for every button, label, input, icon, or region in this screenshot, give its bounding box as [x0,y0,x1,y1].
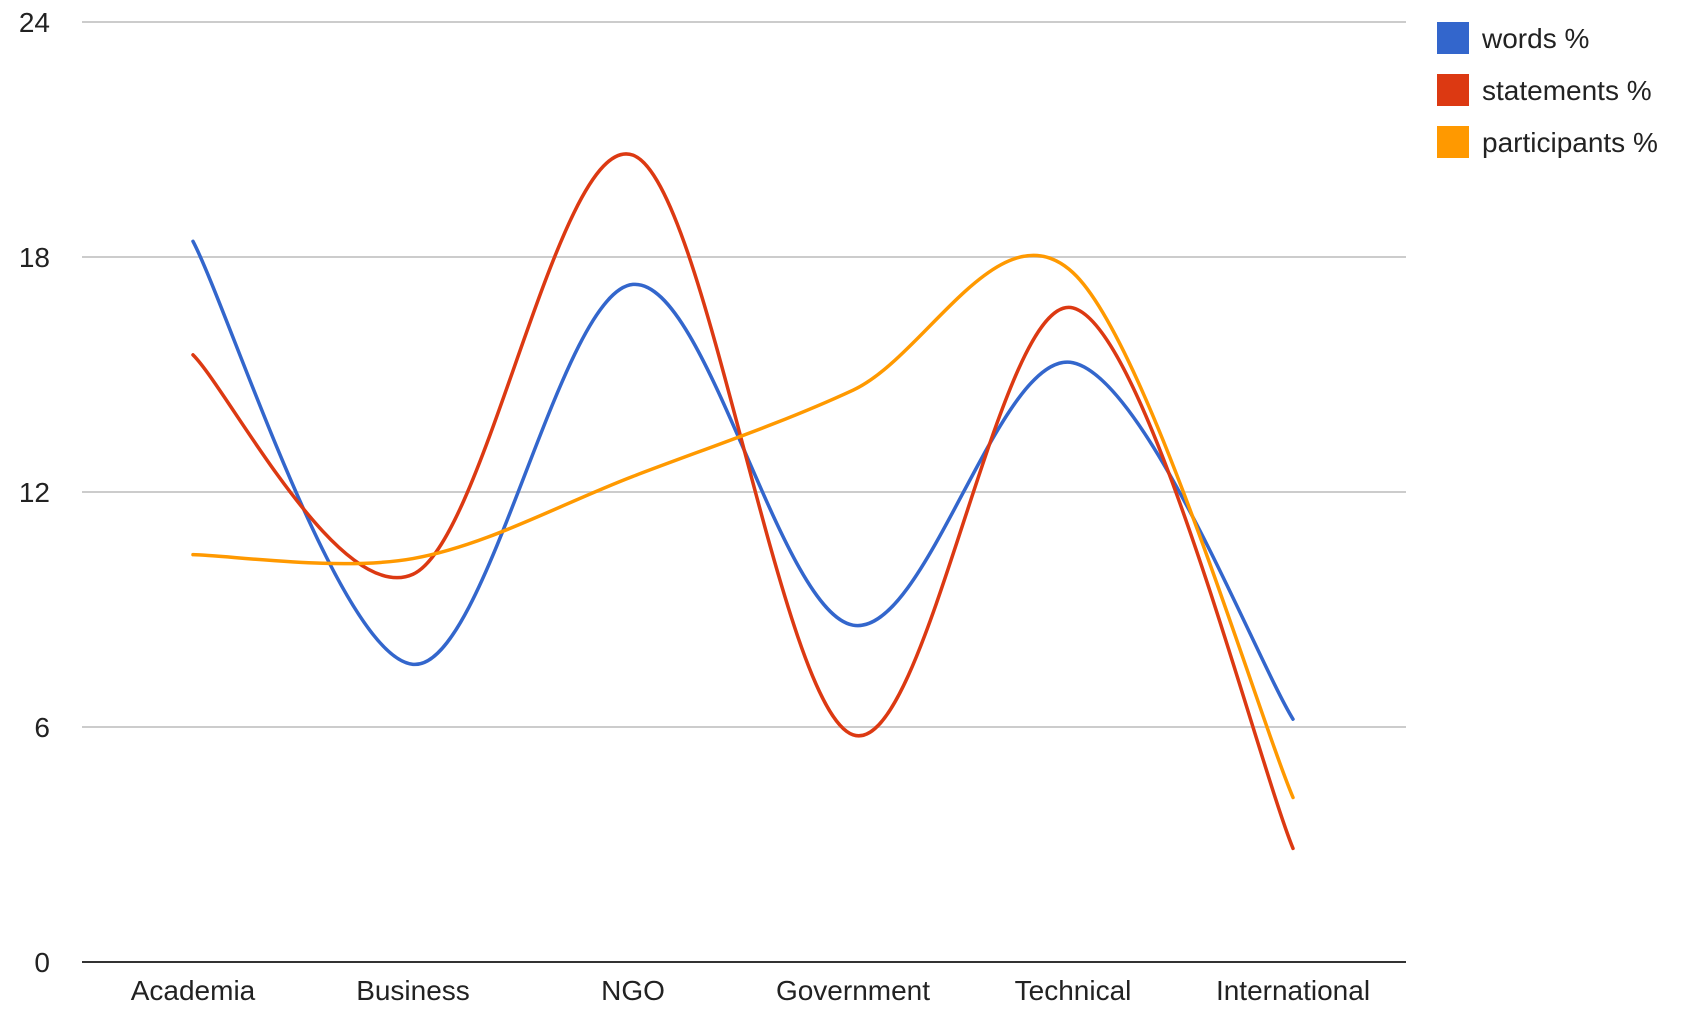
x-axis-ticks: Academia Business NGO Government Technical In… [131,975,1370,1006]
legend-swatch [1437,126,1469,158]
y-axis-ticks: 0 6 12 18 24 [19,7,50,978]
x-tick-label: Technical [1015,975,1132,1006]
y-tick-label: 18 [19,242,50,273]
legend-label: words % [1481,23,1589,54]
series-line-0 [191,239,1295,721]
legend-swatch [1437,22,1469,54]
x-tick-label: Business [356,975,470,1006]
series-line-1 [191,152,1295,851]
x-tick-label: International [1216,975,1370,1006]
y-tick-label: 24 [19,7,50,38]
y-tick-label: 0 [34,947,50,978]
x-tick-label: Academia [131,975,256,1006]
gridlines [82,21,1406,728]
series-line-2 [191,253,1295,800]
legend-label: participants % [1482,127,1658,158]
y-tick-label: 6 [34,712,50,743]
legend-swatch [1437,74,1469,106]
legend-label: statements % [1482,75,1652,106]
x-tick-label: NGO [601,975,665,1006]
x-tick-label: Government [776,975,930,1006]
legend: words % statements % participants % [1437,22,1658,158]
y-tick-label: 12 [19,477,50,508]
series-lines [191,152,1295,851]
